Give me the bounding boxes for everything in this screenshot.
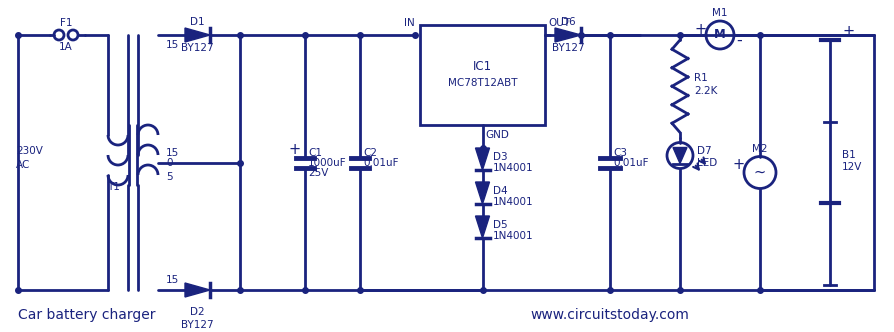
- Text: 0: 0: [166, 157, 173, 168]
- Bar: [420, 25, 545, 125]
- Text: BY127: BY127: [181, 320, 214, 330]
- Polygon shape: [476, 216, 490, 238]
- Text: Car battery charger: Car battery charger: [18, 308, 156, 322]
- Polygon shape: [476, 148, 490, 170]
- Text: +: +: [733, 157, 745, 172]
- Text: 15: 15: [166, 147, 180, 157]
- Text: IN: IN: [404, 18, 415, 28]
- Text: 1N4001: 1N4001: [493, 231, 533, 241]
- Text: 12V: 12V: [842, 162, 863, 173]
- Text: M1: M1: [713, 8, 728, 18]
- Text: www.circuitstoday.com: www.circuitstoday.com: [530, 308, 689, 322]
- Text: GND: GND: [485, 130, 510, 140]
- Text: 1000uF: 1000uF: [308, 158, 347, 169]
- Text: 1N4001: 1N4001: [493, 197, 533, 207]
- Text: M: M: [714, 29, 726, 42]
- Text: 2.2K: 2.2K: [694, 86, 717, 96]
- Text: +: +: [695, 23, 707, 38]
- Text: BY127: BY127: [181, 43, 214, 53]
- Polygon shape: [673, 147, 687, 163]
- Text: -: -: [736, 33, 742, 47]
- Text: C3: C3: [613, 147, 627, 157]
- Polygon shape: [476, 182, 490, 204]
- Text: OUT: OUT: [548, 18, 570, 28]
- Text: D7: D7: [697, 146, 712, 156]
- Text: D2: D2: [190, 307, 205, 317]
- Text: B1: B1: [842, 149, 856, 159]
- Text: 0.01uF: 0.01uF: [363, 158, 399, 169]
- Text: 1A: 1A: [59, 42, 73, 52]
- Text: C2: C2: [363, 147, 377, 157]
- Text: ~: ~: [754, 165, 766, 180]
- Polygon shape: [185, 283, 210, 297]
- Text: 25V: 25V: [308, 169, 328, 179]
- Text: BY127: BY127: [552, 43, 585, 53]
- Text: 0.01uF: 0.01uF: [613, 158, 648, 169]
- Text: 230V: 230V: [16, 145, 43, 155]
- Text: 15: 15: [166, 275, 180, 285]
- Text: D1: D1: [190, 17, 205, 27]
- Text: D5: D5: [493, 220, 507, 230]
- Text: D6: D6: [561, 17, 576, 27]
- Text: M2: M2: [752, 143, 768, 153]
- Text: D4: D4: [493, 186, 507, 196]
- Polygon shape: [185, 28, 210, 42]
- Text: +: +: [842, 25, 854, 40]
- Text: T1: T1: [107, 183, 120, 193]
- Text: MC78T12ABT: MC78T12ABT: [448, 78, 518, 88]
- Text: +: +: [289, 142, 301, 157]
- Text: C1: C1: [308, 147, 322, 157]
- Text: 1N4001: 1N4001: [493, 163, 533, 173]
- Text: R1: R1: [694, 73, 708, 83]
- Text: D3: D3: [493, 152, 507, 162]
- Text: LED: LED: [697, 158, 717, 169]
- Text: 15: 15: [166, 40, 180, 50]
- Text: F1: F1: [60, 18, 72, 28]
- Text: 5: 5: [166, 172, 173, 182]
- Text: IC1: IC1: [473, 60, 492, 73]
- Text: AC: AC: [16, 159, 30, 170]
- Polygon shape: [555, 28, 581, 42]
